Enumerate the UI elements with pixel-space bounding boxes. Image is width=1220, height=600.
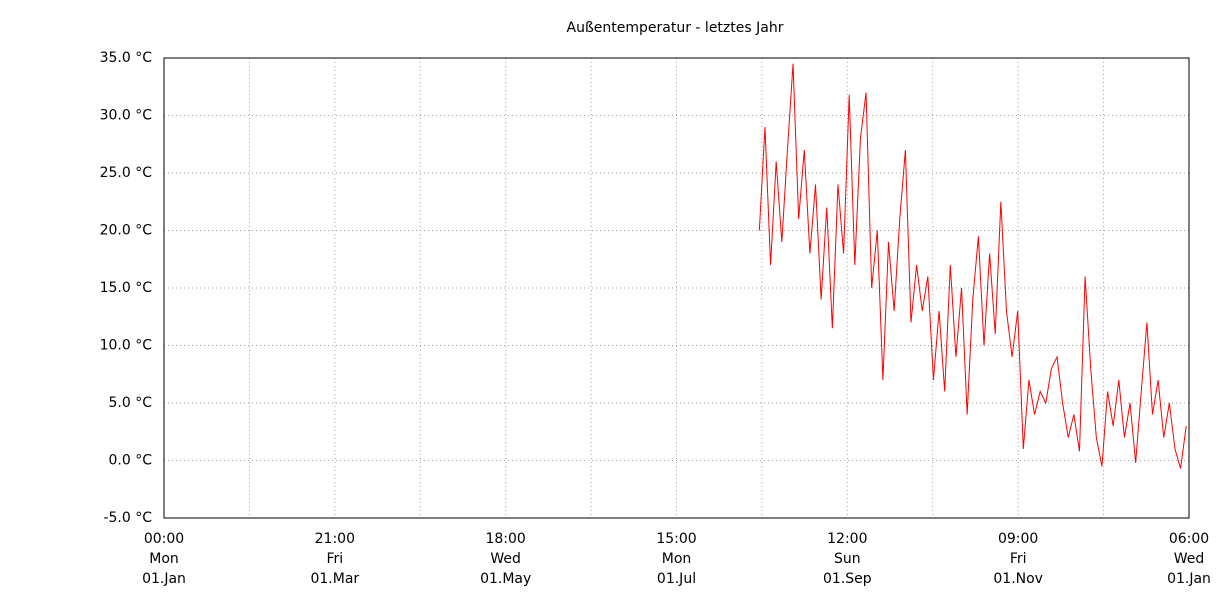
- y-tick-label: 30.0 °C: [100, 108, 153, 124]
- chart-title: Außentemperatur - letztes Jahr: [567, 20, 784, 36]
- plot-frame: [163, 57, 1190, 519]
- temperature-line: [758, 63, 1187, 469]
- y-tick-label: 0.0 °C: [109, 453, 153, 469]
- y-tick-label: -5.0 °C: [103, 510, 152, 526]
- x-tick-label: 09:00 Fri 01.Nov: [993, 531, 1043, 587]
- x-tick-label: 18:00 Wed 01.May: [480, 531, 531, 587]
- y-tick-label: 25.0 °C: [100, 165, 153, 181]
- y-tick-label: 10.0 °C: [100, 338, 153, 354]
- y-tick-label: 20.0 °C: [100, 223, 153, 239]
- x-tick-label: 15:00 Mon 01.Jul: [656, 531, 696, 587]
- x-tick-label: 21:00 Fri 01.Mar: [310, 531, 359, 587]
- y-tick-label: 35.0 °C: [100, 50, 153, 66]
- x-tick-label: 00:00 Mon 01.Jan: [142, 531, 186, 587]
- x-tick-label: 12:00 Sun 01.Sep: [823, 531, 872, 587]
- x-tick-label: 06:00 Wed 01.Jan: [1167, 531, 1211, 587]
- y-tick-label: 15.0 °C: [100, 280, 153, 296]
- y-tick-label: 5.0 °C: [109, 395, 153, 411]
